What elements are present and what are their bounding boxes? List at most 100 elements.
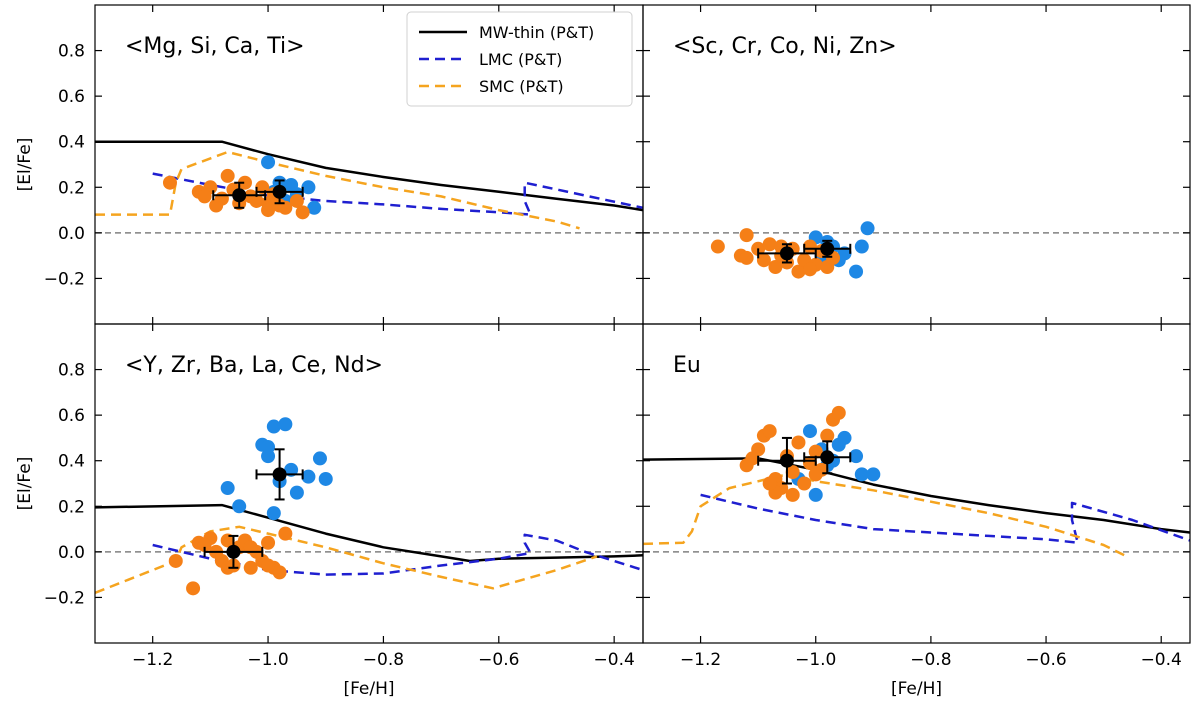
plot-area	[95, 417, 643, 596]
data-point-orange	[791, 435, 806, 450]
legend-entry: LMC (P&T)	[479, 50, 562, 69]
x-tick-label: −0.8	[363, 650, 404, 670]
panel-4: −1.2 −1.0 −0.8 −0.6 −0.4 Eu [Fe/H]	[642, 323, 1191, 699]
data-point-orange	[278, 526, 293, 541]
x-tick-label: −1.2	[680, 650, 721, 670]
panel-label: <Sc, Cr, Co, Ni, Zn>	[673, 34, 897, 59]
data-point-blue	[307, 200, 322, 215]
x-tick-label: −0.8	[910, 650, 951, 670]
data-point-orange	[762, 476, 777, 491]
series-smc-line	[95, 150, 580, 230]
mean-errorbar	[203, 534, 264, 569]
data-point-orange	[261, 558, 276, 573]
x-tick-label: −0.4	[594, 650, 635, 670]
data-point-orange	[802, 262, 817, 277]
data-point-orange	[710, 239, 725, 254]
data-point-blue	[266, 419, 281, 434]
y-tick-label: 0.2	[58, 178, 85, 198]
y-tick-label: 0.2	[58, 497, 85, 517]
y-tick-label: 0.6	[58, 406, 85, 426]
data-point-orange	[186, 581, 201, 596]
legend: MW-thin (P&T) LMC (P&T) SMC (P&T)	[406, 11, 633, 107]
data-point-orange	[791, 264, 806, 279]
legend-entry: SMC (P&T)	[479, 77, 564, 96]
data-point-orange	[209, 198, 224, 213]
data-point-orange	[762, 237, 777, 252]
data-point-blue	[301, 469, 316, 484]
panel-3: −1.2 −1.0 −0.8 −0.6 −0.4 −0.2 0.0 0.2 0.4 0.6 0.8 <…	[15, 323, 644, 699]
mean-errorbar	[803, 239, 852, 258]
data-point-orange	[739, 228, 754, 243]
data-point-blue	[802, 424, 817, 439]
data-point-blue	[278, 417, 293, 432]
data-point-orange	[162, 175, 177, 190]
data-point-orange	[220, 560, 235, 575]
data-point-orange	[831, 405, 846, 420]
y-tick-label: 0.4	[58, 452, 85, 472]
data-point-blue	[301, 180, 316, 195]
data-point-orange	[278, 200, 293, 215]
x-axis-title: [Fe/H]	[343, 679, 394, 699]
series-mw-thin-line	[95, 503, 643, 563]
data-point-orange	[756, 253, 771, 268]
data-point-orange	[820, 428, 835, 443]
y-tick-label: −0.2	[44, 588, 85, 608]
data-point-blue	[849, 264, 864, 279]
panel-1: −0.2 0.0 0.2 0.4 0.6 0.8 <Mg, Si, Ca, Ti> [El/F…	[15, 4, 644, 325]
data-point-blue	[312, 451, 327, 466]
data-point-orange	[220, 168, 235, 183]
legend-frame	[406, 11, 633, 107]
panel-2: <Sc, Cr, Co, Ni, Zn>	[642, 4, 1191, 325]
mean-errorbar	[255, 448, 304, 501]
data-point-blue	[289, 485, 304, 500]
data-point-blue	[808, 487, 823, 502]
plot-area	[643, 221, 1190, 279]
y-tick-label: 0.0	[58, 543, 85, 563]
y-tick-label: 0.8	[58, 361, 85, 381]
data-point-blue	[860, 221, 875, 236]
mean-errorbar	[757, 436, 817, 485]
data-point-blue	[284, 462, 299, 477]
data-point-orange	[762, 424, 777, 439]
mean-errorbar	[803, 440, 852, 475]
data-point-orange	[243, 560, 258, 575]
mean-point	[820, 241, 835, 256]
data-point-orange	[802, 239, 817, 254]
data-point-orange	[197, 538, 212, 553]
x-tick-label: −0.4	[1141, 650, 1182, 670]
data-point-blue	[837, 430, 852, 445]
data-point-orange	[785, 487, 800, 502]
x-tick-label: −1.2	[132, 650, 173, 670]
data-point-orange	[249, 193, 264, 208]
mean-point	[779, 453, 794, 468]
data-point-orange	[197, 189, 212, 204]
mean-point	[820, 450, 835, 465]
data-point-orange	[745, 451, 760, 466]
mean-point	[272, 184, 287, 199]
data-point-blue	[318, 471, 333, 486]
y-tick-label: 0.6	[58, 87, 85, 107]
x-axis-title: [Fe/H]	[891, 679, 942, 699]
data-point-orange	[295, 205, 310, 220]
data-point-orange	[808, 467, 823, 482]
data-point-orange	[808, 444, 823, 459]
data-point-blue	[261, 155, 276, 170]
x-tick-label: −0.6	[1025, 650, 1066, 670]
data-point-orange	[768, 260, 783, 275]
data-point-blue	[261, 440, 276, 455]
data-point-orange	[802, 455, 817, 470]
data-point-orange	[220, 533, 235, 548]
data-point-blue	[854, 239, 869, 254]
data-point-orange	[797, 476, 812, 491]
series-mw-thin-line	[95, 140, 643, 212]
series-smc-line	[643, 473, 1128, 558]
mean-point	[779, 246, 794, 261]
mean-point	[232, 188, 247, 203]
x-tick-label: −1.0	[795, 650, 836, 670]
mean-errorbar	[255, 179, 304, 205]
y-tick-label: 0.4	[58, 133, 85, 153]
plot-area	[95, 140, 643, 234]
y-tick-label: 0.0	[58, 224, 85, 244]
plot-area	[643, 405, 1190, 558]
data-point-orange	[289, 193, 304, 208]
